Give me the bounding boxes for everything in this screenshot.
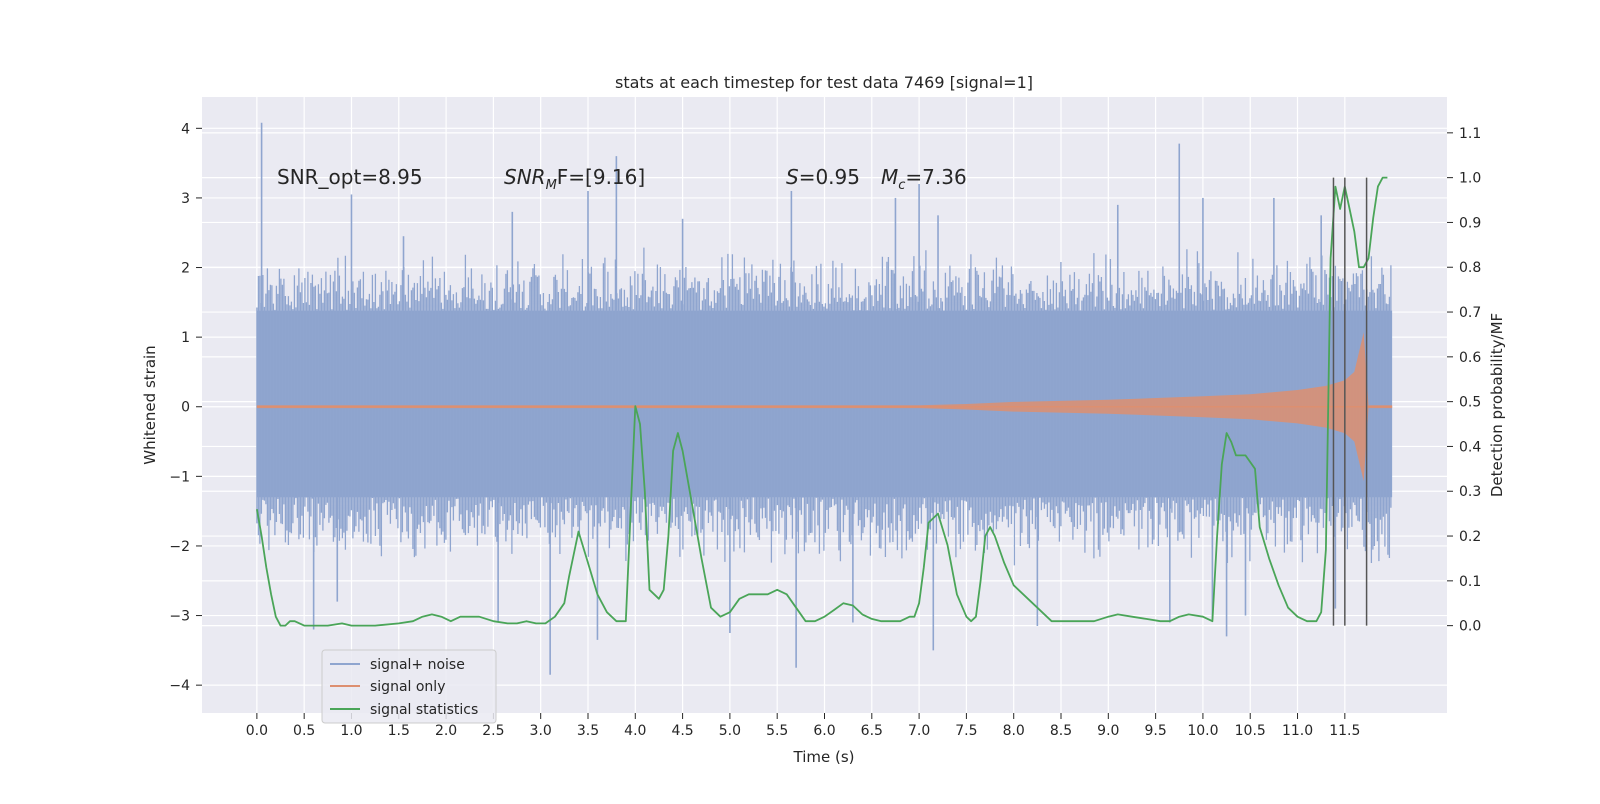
- x-tick-label: 0.0: [246, 723, 268, 739]
- y-axis-label-left: Whitened strain: [141, 345, 159, 464]
- annotation-snr-mf-tail: F=[9.16]: [557, 165, 645, 189]
- legend-label-stats: signal statistics: [370, 702, 478, 718]
- y-tick-label-left: −3: [169, 609, 190, 625]
- y-tick-label-right: 0.5: [1459, 395, 1481, 411]
- x-tick-label: 9.0: [1097, 723, 1119, 739]
- y-tick-label-left: 3: [181, 191, 190, 207]
- x-tick-label: 2.5: [482, 723, 504, 739]
- y-tick-label-left: −2: [169, 539, 190, 555]
- annotation-mc-tail: =7.36: [905, 165, 966, 189]
- chart-title: stats at each timestep for test data 746…: [615, 73, 1033, 92]
- x-tick-label: 11.0: [1282, 723, 1313, 739]
- x-tick-label: 7.0: [908, 723, 930, 739]
- y-tick-label-left: 1: [181, 330, 190, 346]
- y-tick-label-right: 0.0: [1459, 619, 1481, 635]
- x-tick-label: 4.5: [671, 723, 693, 739]
- y-tick-label-right: 0.7: [1459, 305, 1481, 321]
- legend: signal+ noise signal only signal statist…: [321, 649, 497, 724]
- x-tick-label: 5.0: [719, 723, 741, 739]
- x-tick-label: 6.5: [861, 723, 883, 739]
- legend-label-signal: signal only: [370, 679, 445, 695]
- annotation-snr-mf: SNRMF=[9.16]: [504, 165, 645, 193]
- x-tick-label: 8.5: [1050, 723, 1072, 739]
- x-tick-label: 7.5: [955, 723, 977, 739]
- legend-label-noise: signal+ noise: [370, 657, 465, 673]
- x-tick-label: 2.0: [435, 723, 457, 739]
- y-tick-label-right: 1.1: [1459, 126, 1481, 142]
- x-tick-label: 1.5: [388, 723, 410, 739]
- x-tick-label: 0.5: [293, 723, 315, 739]
- annotation-snr-mf-sub: M: [546, 178, 557, 193]
- y-tick-label-left: 2: [181, 261, 190, 277]
- annotation-snr-opt: SNR_opt=8.95: [277, 165, 423, 189]
- signal-layer: [256, 332, 1393, 482]
- x-tick-label: 6.0: [813, 723, 835, 739]
- x-tick-label: 10.5: [1235, 723, 1266, 739]
- annotation-snr-mf-main: SNR: [504, 165, 546, 189]
- y-tick-label-right: 0.2: [1459, 529, 1481, 545]
- y-tick-label-right: 1.0: [1459, 171, 1481, 187]
- y-tick-label-right: 0.9: [1459, 215, 1481, 231]
- annotation-s-main: S: [786, 165, 799, 189]
- stats-layer: [256, 176, 1388, 627]
- x-tick-label: 9.5: [1144, 723, 1166, 739]
- x-tick-label: 11.5: [1329, 723, 1360, 739]
- y-tick-label-right: 0.3: [1459, 484, 1481, 500]
- legend-box: [321, 649, 497, 724]
- y-tick-label-left: 0: [181, 400, 190, 416]
- annotation-mc-main: M: [881, 165, 898, 189]
- y-tick-label-left: −4: [169, 678, 190, 694]
- x-tick-label: 1.0: [340, 723, 362, 739]
- stats-line: [256, 176, 1388, 627]
- axis-layer: 0.0 0.5 1.0 1.5 2.0 2.5 3.0 3.5 4.0 4.5 5.0 5.5 6.0 6…: [169, 121, 1481, 739]
- annotation-mc: Mc=7.36: [881, 165, 967, 193]
- annotation-s-tail: =0.95: [799, 165, 860, 189]
- y-axis-label-right: Detection probability/MF: [1488, 313, 1506, 497]
- y-tick-label-right: 0.6: [1459, 350, 1481, 366]
- y-tick-label-left: 4: [181, 121, 190, 137]
- x-tick-label: 5.5: [766, 723, 788, 739]
- x-tick-label: 8.0: [1003, 723, 1025, 739]
- x-tick-label: 4.0: [624, 723, 646, 739]
- annotation-mc-sub: c: [898, 178, 905, 193]
- y-tick-label-right: 0.4: [1459, 439, 1481, 455]
- y-tick-label-left: −1: [169, 469, 190, 485]
- x-tick-label: 10.0: [1187, 723, 1218, 739]
- annotation-s: S=0.95: [786, 165, 860, 189]
- x-tick-label: 3.0: [530, 723, 552, 739]
- y-tick-label-right: 0.1: [1459, 574, 1481, 590]
- x-tick-label: 3.5: [577, 723, 599, 739]
- y-tick-label-right: 0.8: [1459, 260, 1481, 276]
- x-axis-label: Time (s): [793, 748, 855, 766]
